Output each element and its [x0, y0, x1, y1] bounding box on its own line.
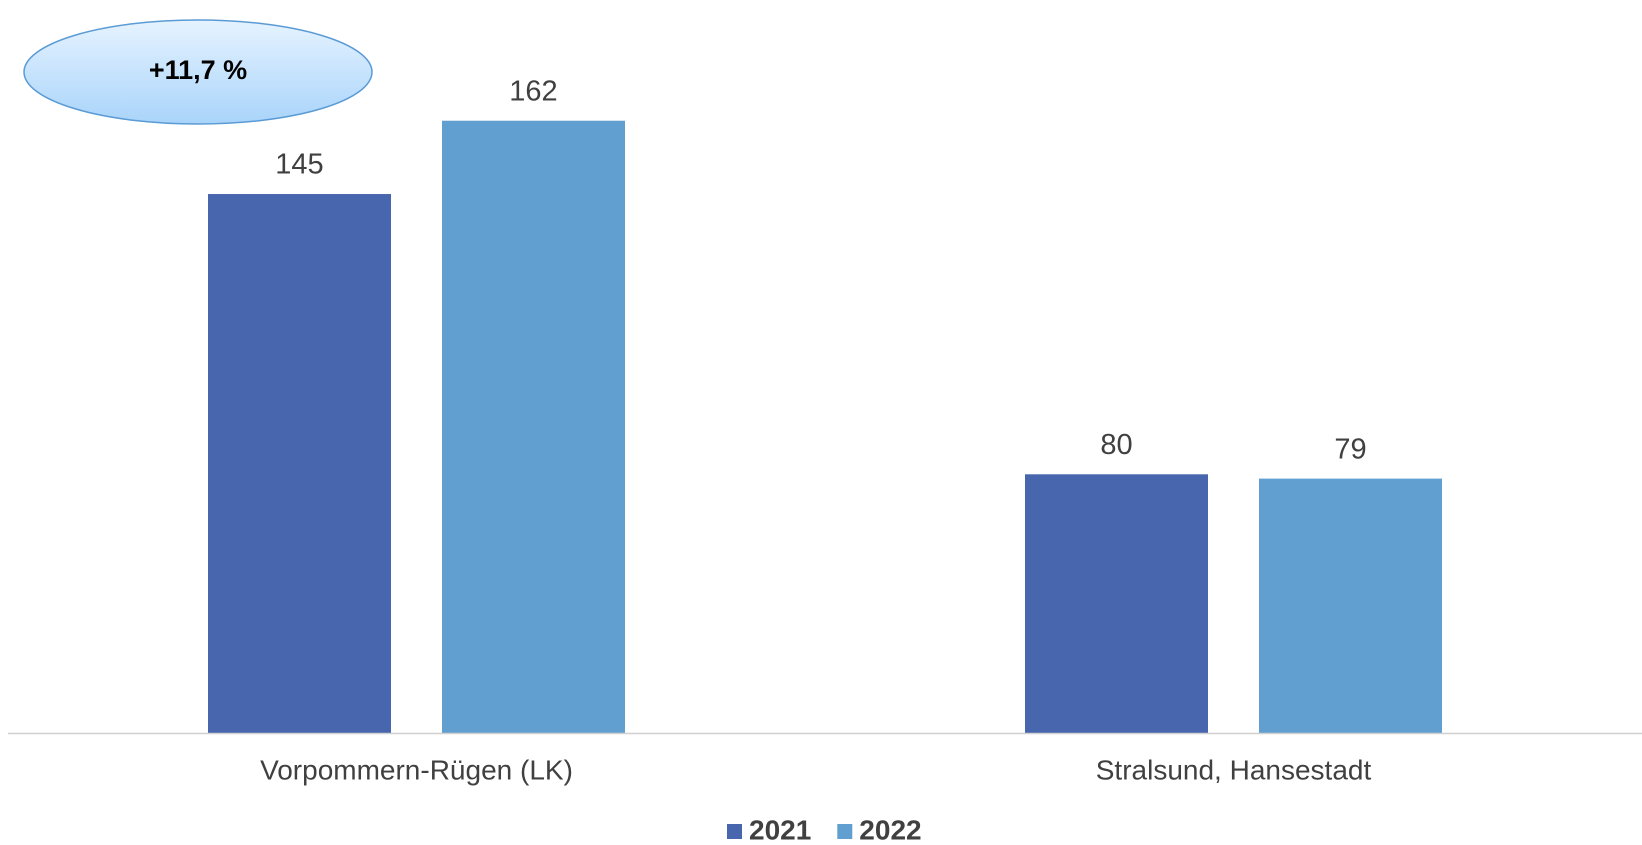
- value-label: 79: [1334, 433, 1366, 465]
- bar: [442, 120, 625, 733]
- legend-label: 2021: [749, 814, 811, 845]
- bar: [1259, 478, 1442, 733]
- value-label: 80: [1100, 429, 1132, 461]
- value-label: 162: [509, 75, 557, 107]
- x-tick-label: Vorpommern-Rügen (LK): [260, 754, 573, 785]
- legend-label: 2022: [859, 814, 921, 845]
- bar: [1025, 474, 1208, 733]
- value-label: 145: [275, 149, 323, 181]
- x-tick-label: Stralsund, Hansestadt: [1096, 754, 1372, 785]
- annotation: +11,7 %: [149, 55, 247, 85]
- bar: [208, 194, 391, 733]
- legend-swatch: [727, 824, 742, 839]
- legend-swatch: [837, 824, 853, 839]
- annotation-bubble: [23, 19, 373, 125]
